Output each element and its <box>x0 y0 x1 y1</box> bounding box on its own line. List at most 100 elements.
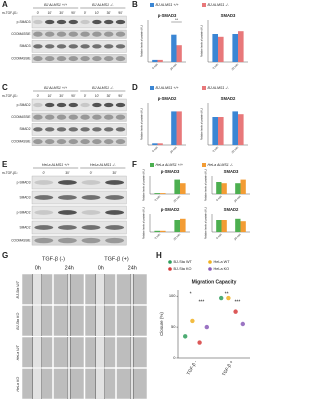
band <box>56 31 67 37</box>
x-tick-label: 30 min <box>172 232 181 241</box>
bar <box>152 143 158 145</box>
scratch-gap <box>32 368 42 399</box>
scratch-gap <box>67 274 71 305</box>
band <box>68 102 79 108</box>
legend-swatch <box>150 3 154 7</box>
band <box>92 56 102 62</box>
y-tick-label: 100 <box>169 293 176 298</box>
bar <box>171 111 177 145</box>
band <box>33 56 43 62</box>
scratch-gap <box>32 274 42 305</box>
bar <box>180 218 186 232</box>
chart-title: p-SMAD2 <box>158 96 177 101</box>
bar <box>232 111 238 145</box>
x-tick-label: 30 min <box>230 62 239 71</box>
legend-label: BJ ALMS1 +/+ <box>156 86 179 90</box>
legend-marker <box>168 267 172 271</box>
band <box>92 127 102 132</box>
legend-label: BJ ALMS1 -/- <box>208 3 230 7</box>
time-label: 10' <box>95 11 100 15</box>
row-label: SMAD2 <box>20 225 31 229</box>
band <box>80 114 90 120</box>
blot-strip <box>31 137 127 146</box>
blot-strip <box>31 175 127 190</box>
chart-title: p-SMAD3 <box>161 169 180 174</box>
point <box>190 318 195 324</box>
legend-swatch <box>150 163 154 167</box>
blot-strip <box>31 205 127 220</box>
bar <box>176 45 182 62</box>
blot-strip <box>31 190 127 205</box>
band <box>44 31 55 37</box>
time-label: 0' <box>37 11 40 15</box>
band <box>33 102 43 108</box>
point <box>183 334 188 339</box>
band <box>105 180 125 185</box>
condition-label: TGF-β (-) <box>42 256 65 262</box>
band <box>56 44 67 49</box>
band <box>57 195 77 200</box>
bar <box>174 179 180 194</box>
band <box>68 127 79 132</box>
band <box>92 102 102 108</box>
band <box>80 127 90 132</box>
time-label: 30' <box>107 11 112 15</box>
band <box>57 237 77 244</box>
band <box>103 31 114 37</box>
scratch-gap <box>67 305 71 336</box>
blot-strip <box>31 29 127 39</box>
band <box>34 195 54 200</box>
bar <box>154 230 160 232</box>
scratch-gap <box>130 368 134 399</box>
condition-label: TGF-β (+) <box>104 256 129 262</box>
panel-letter: C <box>2 83 8 92</box>
figure: Am-TGF-β1: BJ ALMS1 +/+ 0' 10' 30' 90' BJ ALMS… <box>2 0 250 400</box>
band <box>92 19 102 25</box>
legend-label: BJ-Sta KO <box>174 267 192 271</box>
band <box>68 114 79 120</box>
band <box>92 139 102 145</box>
scratch-gap <box>95 337 105 368</box>
time-label: 24h <box>65 265 74 271</box>
bar <box>157 143 163 145</box>
time-label: 90' <box>71 94 76 98</box>
blot-strip <box>31 54 127 63</box>
time-label: 0' <box>90 171 93 175</box>
y-axis-label: Relative levels of protein (A.U) <box>205 207 208 239</box>
band <box>34 225 54 230</box>
treatment-label: m-TGF-β1: <box>2 11 18 15</box>
y-axis-label: Relative levels of protein (A.U) <box>205 169 208 201</box>
panel-letter: D <box>132 83 138 92</box>
time-label: 0' <box>37 94 40 98</box>
time-label: 30' <box>59 11 64 15</box>
panel-letter: A <box>2 0 8 9</box>
bar <box>174 220 180 232</box>
band <box>68 31 79 37</box>
row-label: p-SMAD2 <box>17 210 31 214</box>
band <box>103 56 114 62</box>
band <box>105 195 125 200</box>
band <box>68 44 79 49</box>
bar <box>218 36 224 62</box>
time-label: 0' <box>43 171 46 175</box>
bar <box>232 34 238 62</box>
legend-label: HeLa ALMS1 -/- <box>208 163 234 167</box>
x-tick-label: 30 min <box>233 232 242 241</box>
scratch-gap <box>130 305 134 336</box>
significance-label: *** <box>234 299 240 305</box>
row-label: p-SMAD2 <box>17 103 31 107</box>
x-tick-label: 30 min <box>233 194 242 203</box>
significance-label: * <box>190 291 192 297</box>
band <box>34 237 54 244</box>
band <box>80 31 90 37</box>
band <box>105 210 125 215</box>
time-label: 30' <box>65 171 70 175</box>
panel-letter: F <box>132 160 137 169</box>
row-label: SMAD3 <box>20 195 31 199</box>
y-axis-label: Relative levels of protein (A.U) <box>201 108 204 140</box>
band <box>68 56 79 62</box>
point <box>204 324 209 330</box>
panel-letter: E <box>2 160 8 169</box>
x-tick-label: 0 min <box>212 62 220 70</box>
panel-letter: B <box>132 0 138 9</box>
